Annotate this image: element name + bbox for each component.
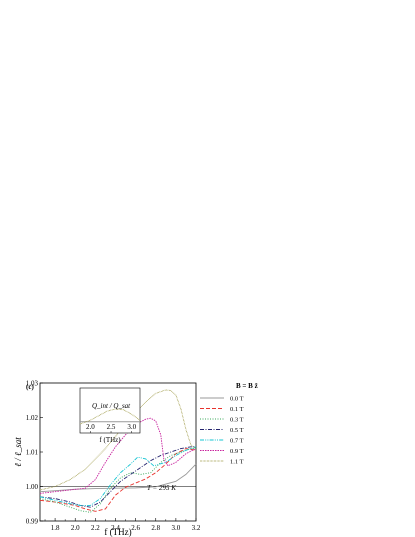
x-tick-label-7: 3.2 [192, 524, 201, 532]
inset-series [79, 408, 141, 425]
legend-title: B = B ẑ [236, 382, 258, 390]
inset-axes: 2.0 2.5 3.0 [86, 423, 137, 433]
x-tick-label-2: 2.2 [91, 524, 100, 532]
x-axis-label: f (THz) [104, 527, 131, 537]
series-line-6 [39, 389, 197, 491]
series-line-4 [39, 446, 197, 506]
inset-frame [79, 387, 141, 434]
y-tick-label-0: 0.99 [26, 517, 39, 525]
series-line-3 [39, 446, 196, 508]
x-tick-label-1: 2.0 [71, 524, 80, 532]
x-tick-label-3: 2.4 [111, 524, 120, 532]
panel-label: (c) [26, 383, 34, 391]
legend-label-6: 1.1 T [230, 458, 244, 465]
main-series [39, 389, 197, 513]
y-tick-label-3: 1.02 [26, 414, 39, 422]
legend-label-0: 0.0 T [230, 395, 244, 402]
x-tick-label-6: 3.0 [171, 524, 180, 532]
inset-x-tick-label-0: 2.0 [86, 423, 95, 431]
x-tick-label-5: 2.8 [151, 524, 160, 532]
y-tick-label-2: 1.01 [26, 448, 39, 456]
x-tick-label-4: 2.6 [131, 524, 140, 532]
series-line-2 [39, 448, 196, 513]
inset-y-label: Q_int / Q_sat [92, 402, 131, 410]
legend-label-5: 0.9 T [230, 448, 244, 455]
series-line-0 [39, 463, 197, 493]
x-tick-label-0: 1.8 [51, 524, 60, 532]
series-line-5 [39, 417, 197, 494]
legend: 0.0 T 0.1 T 0.3 T 0.5 T 0.7 T 0.9 T 1.1 T [200, 395, 244, 465]
y-tick-label-4: 1.03 [26, 379, 39, 387]
inset-x-label: f (THz) [99, 436, 121, 444]
temperature-annotation: T = 295 K [147, 484, 176, 492]
inset-x-tick-label-2: 3.0 [127, 423, 136, 431]
legend-label-2: 0.3 T [230, 416, 244, 423]
legend-label-3: 0.5 T [230, 427, 244, 434]
y-axis-label: ℓ / ℓ_sat [13, 437, 23, 467]
y-tick-label-1: 1.00 [26, 483, 39, 491]
main-axes: 1.8 2.0 2.2 2.4 2.6 2.8 3.0 3.2 0.99 1.00 1.01 1.02… [26, 379, 201, 532]
legend-label-4: 0.7 T [230, 437, 244, 444]
series-line-1 [39, 448, 197, 512]
inset-x-tick-label-1: 2.5 [107, 423, 116, 431]
inset-series-line-1 [79, 408, 141, 425]
legend-label-1: 0.1 T [230, 406, 244, 413]
